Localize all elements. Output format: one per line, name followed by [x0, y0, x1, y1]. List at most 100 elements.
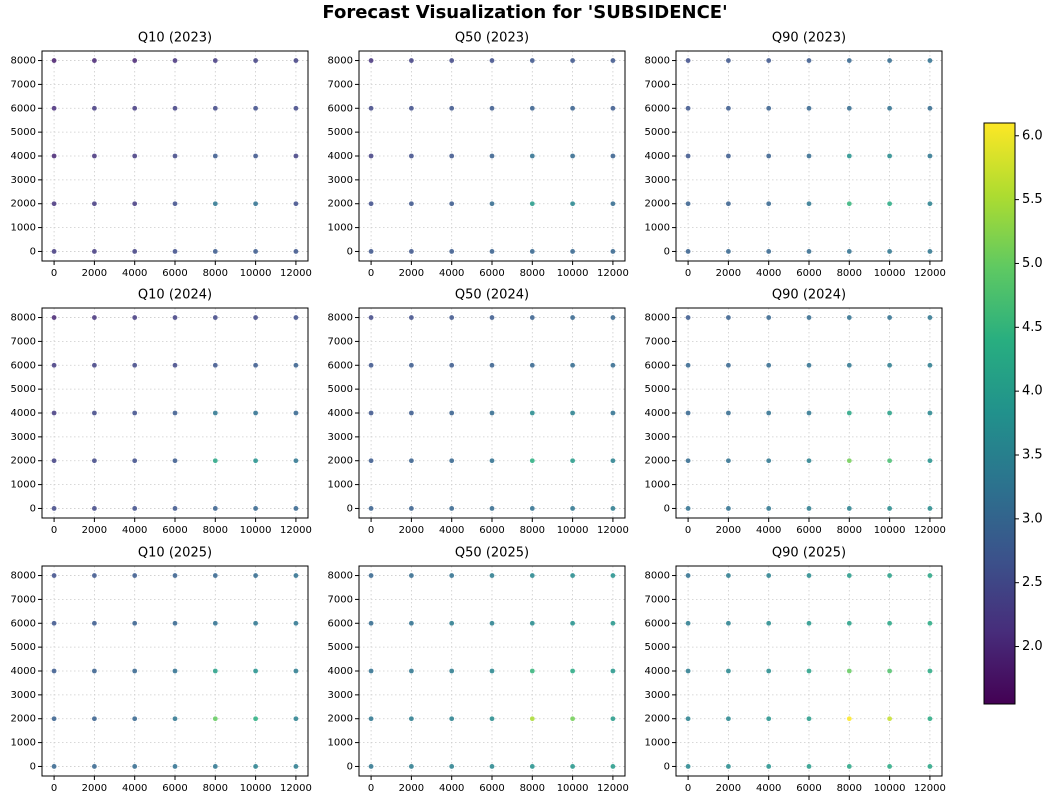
point [172, 58, 178, 63]
point [253, 716, 259, 722]
y-tick-label: 5000 [11, 384, 36, 395]
colorbar-tick-label: 5.0 [1022, 256, 1043, 271]
point [725, 573, 731, 578]
point [449, 573, 455, 578]
point [685, 58, 691, 63]
point [610, 764, 616, 769]
point [766, 315, 772, 320]
point [212, 668, 218, 674]
point [766, 58, 772, 63]
point [449, 458, 455, 464]
point [449, 620, 455, 626]
y-tick-label: 1000 [645, 738, 670, 749]
y-tick-label: 1000 [11, 480, 36, 491]
point [570, 458, 576, 464]
point [806, 620, 812, 626]
x-tick-label: 0 [368, 268, 374, 279]
point [51, 249, 57, 254]
y-tick-label: 5000 [328, 642, 353, 653]
y-tick-label: 1000 [645, 480, 670, 491]
point [489, 620, 495, 626]
point [212, 153, 218, 159]
y-tick-label: 5000 [645, 384, 670, 395]
x-tick-label: 10000 [240, 525, 272, 536]
point [927, 764, 933, 769]
subplot-title: Q50 (2024) [455, 288, 529, 303]
y-tick-label: 5000 [645, 127, 670, 138]
point [610, 573, 616, 578]
x-tick-label: 12000 [597, 783, 629, 794]
point [408, 716, 414, 722]
y-tick-label: 2000 [11, 199, 36, 210]
point [253, 362, 259, 368]
point [725, 506, 731, 511]
y-tick-label: 6000 [328, 618, 353, 629]
point [51, 620, 57, 626]
y-tick-label: 4000 [11, 666, 36, 677]
point [846, 506, 852, 511]
point [172, 249, 178, 254]
point [212, 249, 218, 254]
point [132, 315, 138, 320]
point [610, 410, 616, 416]
point [766, 620, 772, 626]
point [408, 668, 414, 674]
point [610, 620, 616, 626]
point [368, 153, 374, 159]
point [253, 249, 259, 254]
x-tick-label: 6000 [479, 268, 504, 279]
point [570, 716, 576, 722]
y-tick-label: 8000 [11, 56, 36, 67]
x-tick-label: 0 [51, 525, 57, 536]
colorbar [983, 122, 1016, 705]
point [91, 58, 97, 63]
point [293, 506, 299, 511]
x-tick-label: 8000 [520, 268, 545, 279]
point [51, 458, 57, 464]
point [725, 668, 731, 674]
x-tick-label: 4000 [756, 268, 781, 279]
point [766, 458, 772, 464]
point [449, 764, 455, 769]
point [408, 506, 414, 511]
point [887, 506, 893, 511]
x-tick-label: 2000 [399, 525, 424, 536]
point [293, 315, 299, 320]
y-tick-label: 5000 [11, 127, 36, 138]
y-tick-label: 4000 [11, 408, 36, 419]
point [408, 315, 414, 320]
x-tick-label: 0 [368, 783, 374, 794]
point [212, 620, 218, 626]
point [806, 249, 812, 254]
y-tick-label: 6000 [11, 103, 36, 114]
point [51, 668, 57, 674]
point [887, 249, 893, 254]
point [806, 315, 812, 320]
x-tick-label: 0 [685, 525, 691, 536]
point [846, 362, 852, 368]
point [570, 105, 576, 111]
subplot-title: Q90 (2025) [772, 546, 846, 561]
point [212, 201, 218, 207]
point [132, 764, 138, 769]
y-tick-label: 4000 [328, 151, 353, 162]
point [368, 315, 374, 320]
point [91, 506, 97, 511]
point [725, 620, 731, 626]
point [806, 668, 812, 674]
x-tick-label: 6000 [162, 268, 187, 279]
point [132, 668, 138, 674]
point [368, 764, 374, 769]
y-tick-label: 8000 [11, 313, 36, 324]
y-tick-label: 6000 [645, 360, 670, 371]
point [408, 573, 414, 578]
point [927, 506, 933, 511]
point [685, 620, 691, 626]
x-tick-label: 2000 [399, 268, 424, 279]
point [570, 410, 576, 416]
point [725, 362, 731, 368]
x-tick-label: 12000 [914, 268, 946, 279]
point [725, 458, 731, 464]
point [685, 201, 691, 207]
x-tick-label: 4000 [439, 268, 464, 279]
